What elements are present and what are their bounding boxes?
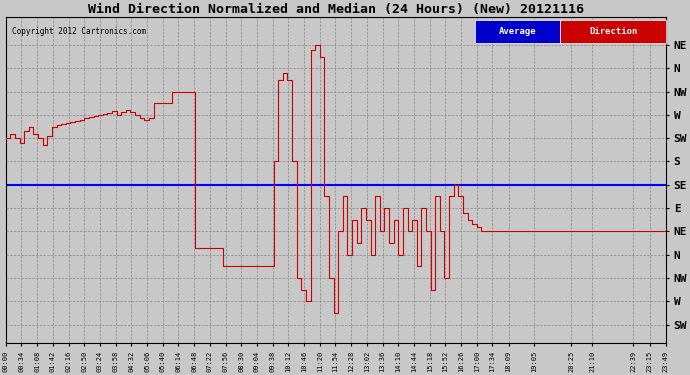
Text: Average: Average bbox=[499, 27, 536, 36]
Text: Direction: Direction bbox=[589, 27, 638, 36]
FancyBboxPatch shape bbox=[560, 20, 666, 43]
Text: Copyright 2012 Cartronics.com: Copyright 2012 Cartronics.com bbox=[12, 27, 146, 36]
Title: Wind Direction Normalized and Median (24 Hours) (New) 20121116: Wind Direction Normalized and Median (24… bbox=[88, 3, 584, 16]
FancyBboxPatch shape bbox=[475, 20, 560, 43]
